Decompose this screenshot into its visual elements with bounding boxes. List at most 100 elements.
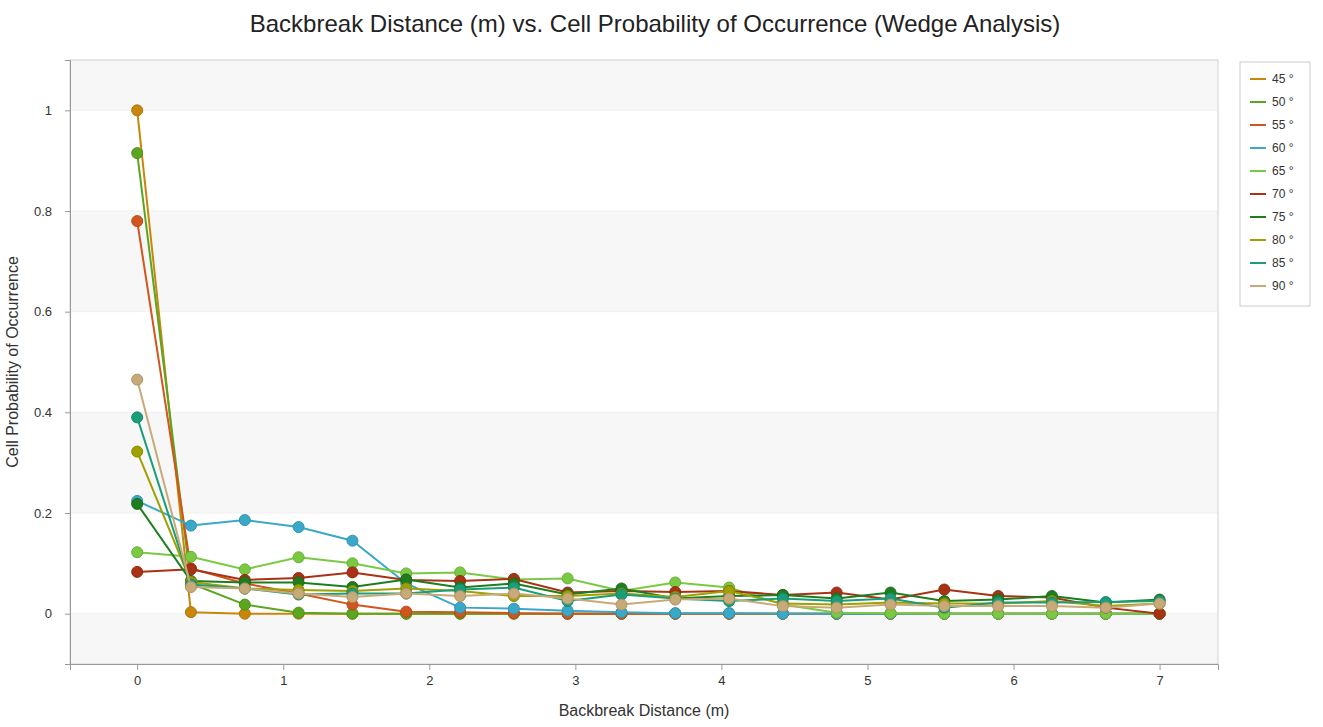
series-marker	[562, 593, 573, 604]
grid-line	[70, 513, 1218, 514]
series-marker	[616, 599, 627, 610]
series-marker	[132, 498, 143, 509]
x-tick: 0	[134, 664, 141, 688]
series-marker	[939, 601, 950, 612]
x-tick: 1	[280, 664, 287, 688]
series-marker	[1154, 608, 1165, 619]
legend-label: 45 °	[1272, 72, 1294, 86]
series-marker	[724, 608, 735, 619]
x-tick-label: 3	[572, 673, 579, 688]
series-marker	[239, 583, 250, 594]
series-marker	[239, 564, 250, 575]
x-tick-mark	[429, 664, 430, 670]
series-marker	[1046, 601, 1057, 612]
y-axis-title: Cell Probability of Occurrence	[4, 256, 21, 468]
y-tick: 0.6	[34, 304, 70, 319]
grid-band	[70, 211, 1218, 312]
chart: 0123456700.20.40.60.81Backbreak Distance…	[0, 0, 1323, 727]
series-marker	[670, 608, 681, 619]
series-marker	[670, 608, 681, 619]
series-marker	[293, 607, 304, 618]
series-marker	[508, 603, 519, 614]
y-tick: 0.4	[34, 405, 70, 420]
legend-label: 55 °	[1272, 118, 1294, 132]
x-tick-label: 2	[426, 673, 433, 688]
y-tick-label: 0.8	[34, 204, 52, 219]
series-marker	[185, 581, 196, 592]
x-tick: 7	[1156, 664, 1163, 688]
y-tick-label: 1	[45, 103, 52, 118]
y-tick-label: 0	[45, 606, 52, 621]
series-marker	[724, 608, 735, 619]
series-line	[137, 504, 1159, 603]
y-tick-mark	[65, 312, 70, 313]
series-marker	[508, 588, 519, 599]
series-line	[137, 380, 1159, 608]
series-marker	[132, 547, 143, 558]
grid-line	[70, 311, 1218, 312]
legend: 45 °50 °55 °60 °65 °70 °75 °80 °85 °90 °	[1240, 62, 1310, 306]
y-tick: 0	[45, 606, 70, 621]
legend-label: 60 °	[1272, 141, 1294, 155]
grid-band	[70, 614, 1218, 664]
series-marker	[1154, 598, 1165, 609]
series-marker	[132, 566, 143, 577]
series-line	[137, 221, 1159, 614]
y-axis: 0 0.2 0.4 0.6 0.8 1	[34, 61, 71, 665]
series-marker	[670, 608, 681, 619]
series-marker	[401, 588, 412, 599]
y-tick-mark	[65, 614, 70, 615]
x-tick: 4	[718, 664, 725, 688]
legend-label: 70 °	[1272, 187, 1294, 201]
series-marker	[562, 573, 573, 584]
data-area	[132, 105, 1165, 619]
legend-swatch	[1250, 147, 1266, 149]
y-tick: 0.8	[34, 204, 70, 219]
series-marker	[132, 148, 143, 159]
legend-swatch	[1250, 262, 1266, 264]
legend-swatch	[1250, 101, 1266, 103]
x-axis-line	[71, 665, 1219, 671]
y-tick-label: 0.2	[34, 506, 52, 521]
grid-line	[70, 211, 1218, 212]
y-tick-mark	[65, 211, 70, 212]
x-tick: 5	[864, 664, 871, 688]
series-marker	[347, 592, 358, 603]
series-marker	[724, 608, 735, 619]
series-marker	[1100, 602, 1111, 613]
y-axis-line	[65, 61, 71, 665]
y-tick: 0.2	[34, 506, 70, 521]
series-line	[137, 153, 1159, 614]
series-marker	[185, 607, 196, 618]
series-line	[137, 110, 1159, 613]
plot-background	[70, 60, 1218, 664]
legend-swatch	[1250, 170, 1266, 172]
series-marker	[293, 552, 304, 563]
x-tick-mark	[867, 664, 868, 670]
grid-line	[70, 412, 1218, 413]
legend-swatch	[1250, 78, 1266, 80]
x-tick: 6	[1010, 664, 1017, 688]
legend-swatch	[1250, 285, 1266, 287]
series-marker	[724, 593, 735, 604]
series-line	[137, 417, 1159, 607]
legend-box	[1240, 62, 1310, 306]
series-marker	[1154, 598, 1165, 609]
x-tick: 2	[426, 664, 433, 688]
series-marker	[293, 588, 304, 599]
legend-swatch	[1250, 216, 1266, 218]
legend-label: 65 °	[1272, 164, 1294, 178]
series-marker	[401, 606, 412, 617]
series-marker	[993, 601, 1004, 612]
grid-band	[70, 60, 1218, 110]
y-tick-label: 0.4	[34, 405, 52, 420]
series-marker	[1100, 602, 1111, 613]
x-tick-mark	[1160, 664, 1161, 670]
series-marker	[132, 374, 143, 385]
legend-swatch	[1250, 193, 1266, 195]
x-tick: 3	[572, 664, 579, 688]
series-marker	[616, 589, 627, 600]
legend-label: 80 °	[1272, 233, 1294, 247]
y-tick-mark	[65, 513, 70, 514]
x-tick-mark	[721, 664, 722, 670]
